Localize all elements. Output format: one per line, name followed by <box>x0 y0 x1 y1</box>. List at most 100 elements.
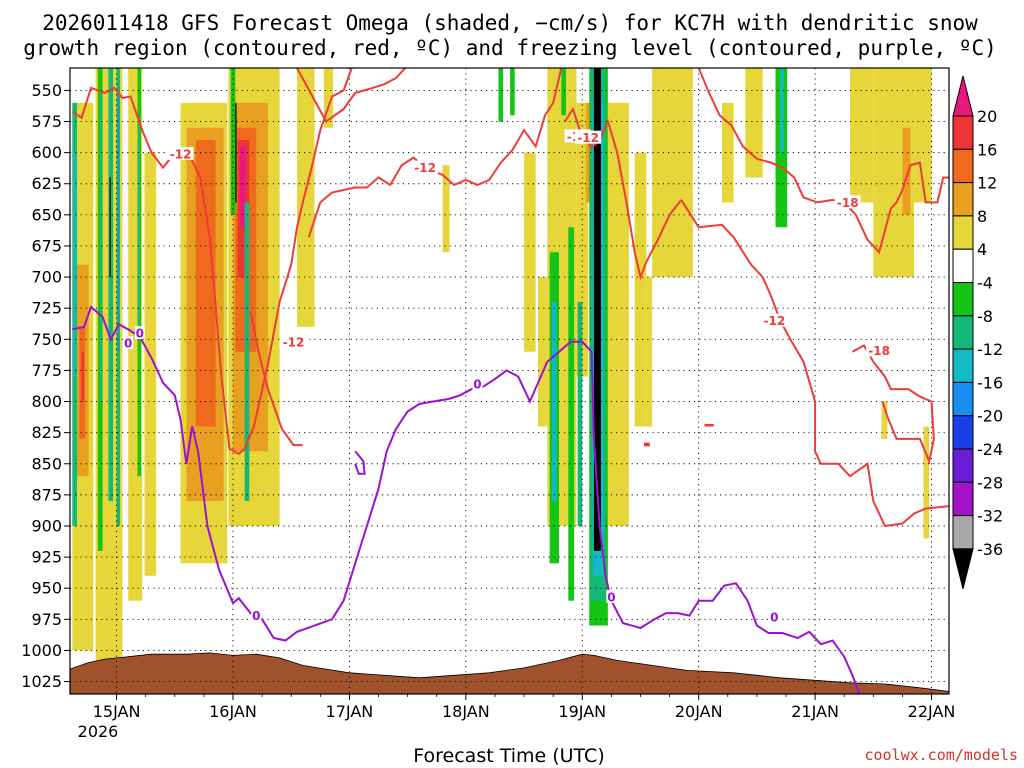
dgz-contour-5 <box>680 199 949 528</box>
dgz-label-0-bg <box>167 146 194 160</box>
colorbar-bin-12 <box>952 481 974 517</box>
omega-cell-50 <box>646 277 653 427</box>
freezing-label-0: 0 <box>136 327 144 341</box>
colorbar-bin-1 <box>952 115 974 150</box>
omega-cell-34 <box>510 68 515 116</box>
colorbar-bin-4 <box>952 215 974 250</box>
y-tick-label-725: 725 <box>31 299 62 318</box>
y-tick-label-850: 850 <box>31 454 62 473</box>
x-tick-label-6: 21JAN <box>791 702 839 721</box>
colorbar-bin-7 <box>952 315 974 350</box>
dgz-label-4-bg <box>575 130 602 144</box>
omega-cell-48 <box>634 152 647 427</box>
plot-frame <box>69 67 950 695</box>
omega-cell-28 <box>297 68 315 327</box>
y-tick-label-825: 825 <box>31 423 62 442</box>
omega-cell-47 <box>607 102 629 526</box>
omega-cell-55 <box>850 68 874 203</box>
y-tick-label-675: 675 <box>31 236 62 255</box>
freezing-label-2: 0 <box>252 609 260 623</box>
omega-cell-41 <box>577 301 583 526</box>
contour-fragment-1 <box>643 442 650 447</box>
omega-cell-40 <box>568 227 575 601</box>
omega-cell-42 <box>585 102 592 203</box>
colorbar-label-13: -36 <box>977 540 1003 559</box>
freezing-label-3: 0 <box>473 378 481 392</box>
y-axis: 550 575 600 625 650 675 700 725 750 775 800 825 850 8… <box>21 81 70 691</box>
omega-cell-3 <box>81 351 84 402</box>
omega-cell-12 <box>117 90 119 352</box>
terrain-fill <box>69 652 950 695</box>
omega-cell-38 <box>561 68 566 116</box>
omega-cell-58 <box>914 68 932 203</box>
contour-fragment-0 <box>704 423 714 427</box>
y-tick-label-975: 975 <box>31 610 62 629</box>
omega-cell-46 <box>593 68 601 551</box>
dgz-label-1-bg <box>280 334 307 348</box>
colorbar-bin-11 <box>952 448 974 483</box>
x-tick-label-2: 17JAN <box>326 702 374 721</box>
dgz-label-2: -12 <box>414 161 436 175</box>
omega-cell-32 <box>538 277 548 427</box>
x-tick-label-7: 22JAN <box>908 702 956 721</box>
dgz-label-2-bg <box>412 160 439 174</box>
omega-cell-10 <box>109 177 111 278</box>
dgz-contour-7 <box>851 344 935 465</box>
colorbar-label-8: -16 <box>977 373 1003 392</box>
freezing-label-0-bg <box>134 326 145 340</box>
freezing-label-5: 0 <box>770 610 778 624</box>
y-tick-label-775: 775 <box>31 361 62 380</box>
freezing-contour-6 <box>354 450 366 475</box>
credit-link[interactable]: coolwx.com/models <box>864 746 1018 764</box>
x-tick-label-1: 16JAN <box>209 702 257 721</box>
freezing-contour-0 <box>72 305 861 694</box>
terrain-surface <box>69 652 950 695</box>
colorbar-label-1: 16 <box>977 140 997 159</box>
omega-cell-5 <box>73 152 76 377</box>
x-axis: 15JAN 16JAN 17JAN 18JAN 19JAN 20JAN 21JAN 22JAN <box>93 694 956 721</box>
x-tick-label-4: 19JAN <box>558 702 606 721</box>
colorbar-top-arrow <box>952 75 974 117</box>
omega-cell-27 <box>244 202 250 502</box>
omega-cell-52 <box>745 68 763 178</box>
colorbar-label-11: -28 <box>977 473 1003 492</box>
colorbar-label-7: -12 <box>977 340 1003 359</box>
dgz-label-7-bg <box>866 343 893 357</box>
y-tick-label-650: 650 <box>31 205 62 224</box>
y-tick-label-625: 625 <box>31 174 62 193</box>
omega-cell-8 <box>100 90 102 402</box>
colorbar-label-9: -20 <box>977 407 1003 426</box>
dgz-label-7: -18 <box>868 344 890 358</box>
dgz-label-4: -12 <box>577 131 599 145</box>
omega-cell-51 <box>721 102 734 203</box>
x-tick-label-0: 15JAN <box>93 702 141 721</box>
colorbar-label-0: 20 <box>977 107 997 126</box>
colorbar-bin-3 <box>952 182 974 217</box>
x-tick-year: 2026 <box>78 722 119 741</box>
y-tick-label-800: 800 <box>31 392 62 411</box>
dgz-label-6-bg <box>834 195 861 209</box>
omega-cell-19 <box>195 140 216 427</box>
freezing-label-4-bg <box>606 589 617 603</box>
x-tick-label-3: 18JAN <box>442 702 490 721</box>
colorbar-bin-8 <box>952 348 974 383</box>
x-axis-label: Forecast Time (UTC) <box>413 745 604 767</box>
dgz-contour-3 <box>296 68 407 123</box>
y-tick-label-700: 700 <box>31 268 62 287</box>
omega-cell-16 <box>144 152 157 576</box>
x-tick-label-5: 20JAN <box>675 702 723 721</box>
colorbar-label-5: -4 <box>977 274 993 293</box>
chart-title-line-2: growth region (contoured, red, ºC) and f… <box>23 36 997 60</box>
omega-cell-33 <box>498 68 504 122</box>
y-tick-label-600: 600 <box>31 143 62 162</box>
freezing-label-3-bg <box>472 377 483 391</box>
omega-shading <box>72 68 932 663</box>
colorbar-label-6: -8 <box>977 307 993 326</box>
omega-cell-54 <box>780 68 784 153</box>
dgz-contour-2 <box>307 68 563 238</box>
omega-cell-49 <box>652 68 693 278</box>
colorbar-bin-9 <box>952 381 974 417</box>
freezing-level-contours <box>72 305 861 694</box>
